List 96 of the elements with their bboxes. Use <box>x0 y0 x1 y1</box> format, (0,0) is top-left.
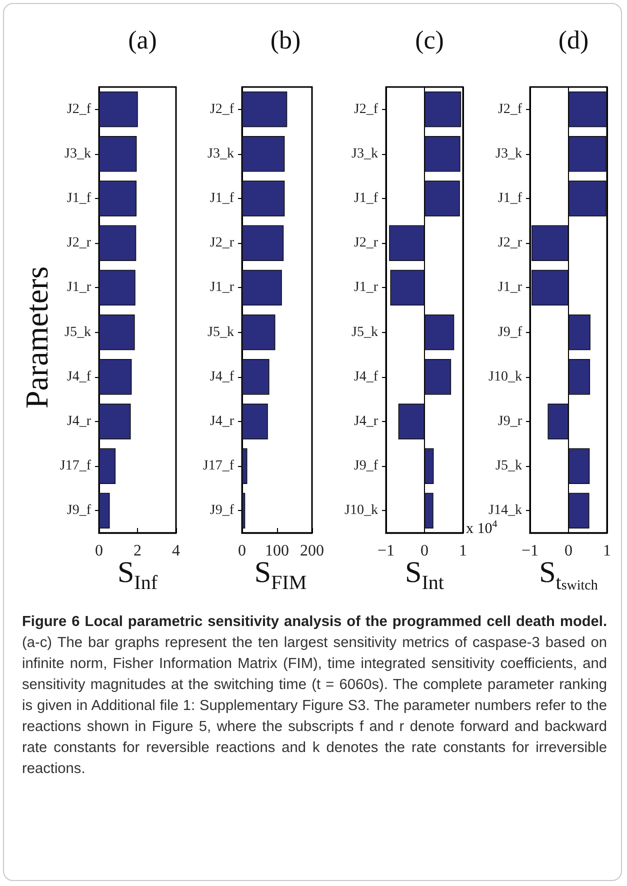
y-tick-label: J2_f <box>210 102 234 117</box>
bar <box>389 225 424 261</box>
bar <box>242 492 246 529</box>
bar <box>568 91 607 128</box>
bar <box>424 314 454 350</box>
bar <box>242 180 285 216</box>
bar <box>99 404 131 440</box>
text: (a-c) The bar graphs represent the ten largest sensitivity metrics of caspase-3 based on infinite norm, Fisher Information Matrix (FIM), time integrated sensitivity coefficients, and sensitivity magnitudes at the switching time (t = 6060s). The complete parameter ranking is given in Additional file 1: Supplementary Figure S3. The parameter numbers refer to the reactions shown in Figure 5, where the subscripts f and r denote forward and backward rate constants for reversible reactions and k denotes the rate constants for irreversible reactions. <box>22 635 607 777</box>
y-tick-label: J1_f <box>498 191 522 206</box>
y-axis-title: Parameters <box>18 265 56 408</box>
y-tick-label: J4_f <box>210 369 234 384</box>
y-tick-label: J2_r <box>354 236 378 251</box>
y-tick-label: J1_f <box>210 191 234 206</box>
bar <box>99 91 138 128</box>
y-tick-label: J1_r <box>498 280 522 296</box>
bar <box>424 448 434 484</box>
y-tick-label: J4_r <box>66 414 92 429</box>
bar <box>242 359 270 395</box>
y-tick-label: J10_k <box>344 503 378 518</box>
bar <box>424 91 462 128</box>
bar <box>390 270 424 306</box>
y-tick-label: J3_k <box>496 146 522 162</box>
y-tick-label: J9_f <box>66 503 92 518</box>
y-tick-label: J5_k <box>64 324 91 340</box>
bar <box>99 225 136 261</box>
y-tick-label: J4_r <box>354 414 378 429</box>
x-tick-label: 0 <box>95 542 103 560</box>
bar <box>99 180 137 216</box>
x-tick-label: 4 <box>172 542 180 560</box>
bar <box>568 180 606 216</box>
y-tick-label: J2_r <box>210 236 234 251</box>
bar <box>568 359 590 395</box>
x-tick-label: −1 <box>377 542 395 560</box>
y-tick-label: J2_r <box>498 236 522 251</box>
bar <box>242 225 284 261</box>
bar <box>99 359 132 395</box>
chart-title: (b) <box>270 26 301 54</box>
bar <box>424 136 460 172</box>
x-tick-label: 0 <box>564 542 572 560</box>
bar <box>242 448 248 484</box>
bar <box>99 270 136 306</box>
caption: Figure 6 Local parametric sensitivity analysis of the programmed cell death model. <box>22 614 607 630</box>
y-tick-label: J5_k <box>352 324 378 340</box>
y-tick-label: J3_k <box>208 146 234 162</box>
bar <box>99 136 137 172</box>
text: x 10$^{4}$ <box>466 519 498 538</box>
bar <box>99 492 110 529</box>
bar <box>242 91 288 128</box>
y-tick-label: J9_f <box>498 324 522 340</box>
bar <box>424 180 460 216</box>
y-tick-label: J2_f <box>354 102 378 117</box>
y-tick-label: J1_f <box>354 191 378 206</box>
bar <box>424 359 452 395</box>
bar <box>242 314 276 350</box>
x-tick-label: 1 <box>603 542 611 560</box>
y-tick-label: J3_k <box>64 146 91 162</box>
y-tick-label: J4_f <box>354 369 378 384</box>
x-tick-label: 1 <box>459 542 467 560</box>
bar <box>568 492 590 529</box>
y-tick-label: J1_r <box>210 280 234 296</box>
y-tick-label: J17_f <box>202 458 234 474</box>
bar <box>242 404 268 440</box>
y-tick-label: J2_f <box>498 102 522 117</box>
y-tick-label: J9_r <box>498 414 522 429</box>
y-tick-label: J1_r <box>354 280 378 296</box>
bar <box>242 136 285 172</box>
chart-title: (c) <box>415 26 444 54</box>
y-tick-label: J1_f <box>66 191 92 206</box>
y-tick-label: J2_r <box>66 236 92 251</box>
y-tick-label: J9_f <box>354 458 378 474</box>
y-tick-label: J9_f <box>210 503 234 518</box>
y-tick-label: J17_f <box>60 458 92 474</box>
bar <box>532 270 568 306</box>
chart-title: (d) <box>558 26 589 54</box>
y-tick-label: J3_k <box>352 146 378 162</box>
bar <box>242 270 282 306</box>
y-tick-label: J5_k <box>496 458 522 474</box>
x-tick-label: −1 <box>521 542 539 560</box>
bar <box>568 136 606 172</box>
bar <box>568 448 590 484</box>
bar <box>548 404 568 440</box>
x-tick-label: 0 <box>238 542 246 560</box>
bar <box>424 492 434 529</box>
bar <box>532 225 568 261</box>
y-tick-label: J4_f <box>66 369 92 384</box>
y-tick-label: J2_f <box>66 102 92 117</box>
y-tick-label: J10_k <box>488 369 522 384</box>
bar <box>99 448 116 484</box>
bar <box>398 404 424 440</box>
y-tick-label: J5_k <box>208 324 234 340</box>
bar <box>568 314 590 350</box>
chart-title: (a) <box>128 26 157 54</box>
y-tick-label: J4_r <box>210 414 234 429</box>
y-tick-label: J1_r <box>66 280 92 296</box>
y-tick-label: J14_k <box>488 503 522 518</box>
bar <box>99 314 135 350</box>
